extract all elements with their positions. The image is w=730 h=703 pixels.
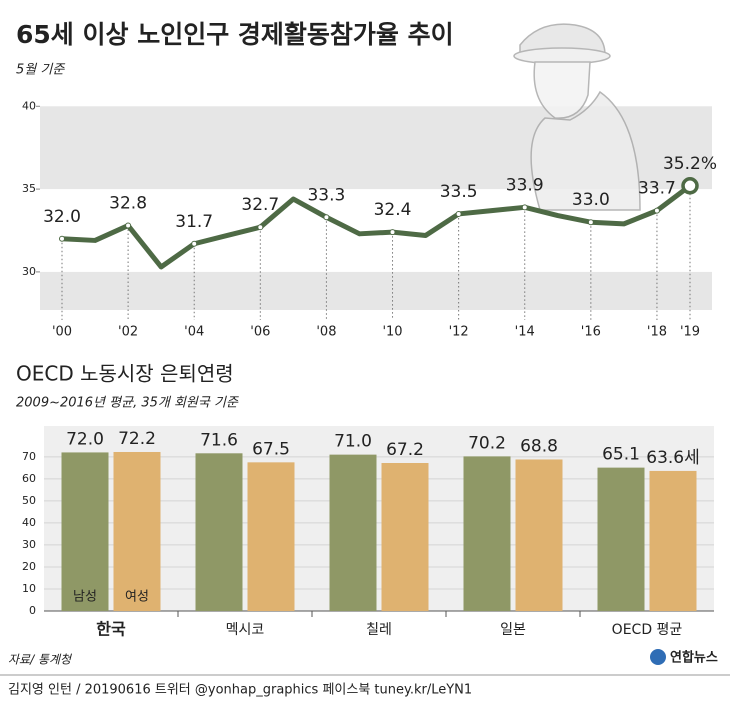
- y-tick-label: 10: [22, 582, 36, 595]
- data-point: [323, 214, 330, 221]
- bar: [113, 451, 161, 611]
- bar: [381, 463, 429, 611]
- value-label: 65.1: [602, 445, 640, 465]
- x-tick-label: 한국: [96, 620, 126, 639]
- x-tick-label: '19: [680, 325, 700, 340]
- chart-subtitle: 5월 기준: [16, 63, 65, 78]
- value-label: 31.7: [175, 212, 213, 232]
- x-tick-label: 칠레: [366, 622, 392, 638]
- data-point: [191, 240, 198, 247]
- value-label: 72.0: [66, 429, 104, 449]
- value-label: 32.0: [43, 207, 81, 227]
- bar: [515, 459, 563, 611]
- value-label: 33.3: [307, 185, 345, 205]
- chart-title: OECD 노동시장 은퇴연령: [16, 362, 234, 386]
- bar: [329, 454, 377, 611]
- y-tick-label: 20: [22, 560, 36, 573]
- value-label: 32.8: [109, 194, 147, 214]
- value-label: 33.7: [638, 179, 676, 199]
- value-label: 70.2: [468, 433, 506, 453]
- value-label: 67.2: [386, 440, 424, 460]
- x-tick-label: '06: [250, 325, 270, 340]
- x-tick-label: '10: [382, 325, 402, 340]
- data-point: [681, 177, 699, 195]
- credit: 김지영 인턴 / 20190616 트위터 @yonhap_graphics 페…: [8, 683, 472, 698]
- value-label: 33.5: [440, 182, 478, 202]
- illustration: [513, 23, 641, 211]
- logo-icon: [650, 649, 666, 665]
- chart-subtitle: 2009~2016년 평균, 35개 회원국 기준: [16, 396, 239, 411]
- y-tick-label: 40: [22, 99, 36, 112]
- y-tick-label: 0: [29, 604, 36, 617]
- x-tick-label: '04: [184, 325, 204, 340]
- y-tick-label: 35: [22, 182, 36, 195]
- bar: [463, 456, 511, 611]
- x-tick-label: '02: [118, 325, 138, 340]
- value-label: 33.0: [572, 190, 610, 210]
- x-tick-label: '16: [581, 325, 601, 340]
- x-tick-label: '18: [647, 325, 667, 340]
- y-tick-label: 60: [22, 472, 36, 485]
- x-tick-label: 멕시코: [226, 622, 265, 638]
- value-label: 32.4: [374, 200, 412, 220]
- x-tick-label: '12: [449, 325, 469, 340]
- data-point: [521, 204, 528, 211]
- y-tick-label: 30: [22, 265, 36, 278]
- value-label: 71.0: [334, 432, 372, 452]
- value-label: 67.5: [252, 439, 290, 459]
- data-line: [61, 183, 692, 270]
- x-tick-label: '08: [316, 325, 336, 340]
- bar: [195, 453, 243, 611]
- value-label: 32.7: [241, 195, 279, 215]
- bar: [597, 467, 645, 611]
- value-label: 68.8: [520, 436, 558, 456]
- x-tick-label: OECD 평균: [612, 622, 683, 638]
- logo: 연합뉴스: [670, 650, 718, 666]
- data-point: [59, 235, 65, 242]
- legend-label: 남성: [73, 590, 97, 605]
- x-tick-label: '00: [52, 325, 72, 340]
- x-tick-label: 일본: [500, 622, 526, 638]
- data-point: [125, 222, 132, 229]
- data-point: [257, 224, 264, 231]
- chart-title: 65세 이상 노인인구 경제활동참가율 추이: [16, 20, 454, 49]
- value-label: 71.6: [200, 430, 238, 450]
- x-tick-label: '14: [515, 325, 535, 340]
- bar: [649, 470, 697, 611]
- legend-label: 여성: [125, 590, 149, 605]
- y-tick-label: 30: [22, 538, 36, 551]
- y-tick-label: 40: [22, 516, 36, 529]
- plot-band: [40, 271, 712, 310]
- data-point: [587, 219, 594, 226]
- data-point: [455, 210, 462, 217]
- y-tick-label: 50: [22, 494, 36, 507]
- value-label: 33.9: [506, 175, 544, 195]
- source: 자료/ 통계청: [8, 653, 73, 667]
- bar: [61, 452, 109, 611]
- value-label: 63.6세: [646, 448, 700, 468]
- bar: [247, 462, 295, 611]
- value-label: 72.2: [118, 429, 156, 449]
- data-point: [653, 207, 660, 214]
- data-point: [389, 229, 396, 236]
- value-label: 35.2%: [663, 154, 717, 174]
- y-tick-label: 70: [22, 450, 36, 463]
